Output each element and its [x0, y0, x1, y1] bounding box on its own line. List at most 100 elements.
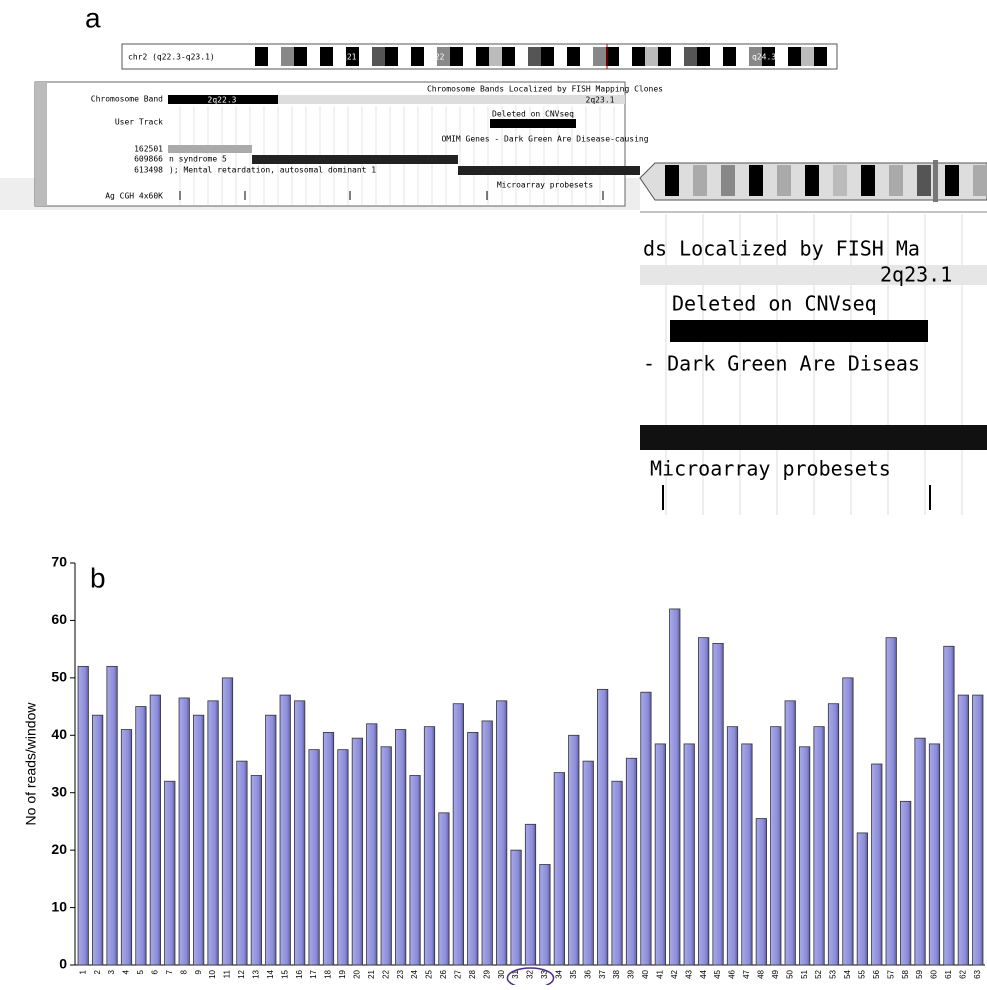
- x-tick-label: 18: [324, 969, 333, 978]
- track-title: Microarray probesets: [497, 181, 594, 190]
- x-tick-label: 37: [598, 969, 607, 978]
- bar: [886, 638, 896, 965]
- bar: [641, 692, 651, 965]
- band-bar: [278, 95, 625, 104]
- ideogram-band: [489, 47, 502, 66]
- band-label: q22: [430, 53, 445, 62]
- y-tick-label: 60: [51, 611, 67, 627]
- ideogram-band: [788, 47, 801, 66]
- x-tick-label: 35: [569, 969, 578, 978]
- zoom-band-block: [777, 165, 791, 196]
- x-tick-label: 16: [295, 969, 304, 978]
- x-tick-label: 7: [165, 969, 174, 974]
- ideogram-band: [502, 47, 515, 66]
- x-tick-label: 46: [728, 969, 737, 978]
- track-label: 162501: [134, 145, 163, 154]
- x-tick-label: 61: [944, 969, 953, 978]
- gene-label: ); Mental retardation, autosomal dominan…: [169, 166, 376, 175]
- bar: [266, 715, 276, 965]
- y-axis-label: No of reads/window: [23, 702, 39, 826]
- bar: [107, 666, 117, 965]
- x-tick-label: 6: [150, 969, 159, 974]
- ideogram-band: [528, 47, 541, 66]
- bar: [208, 701, 218, 965]
- x-tick-label: 59: [915, 969, 924, 978]
- x-tick-label: 56: [872, 969, 881, 978]
- zoom-label: - Dark Green Are Diseas: [643, 352, 920, 376]
- bar: [569, 735, 579, 965]
- bar: [482, 721, 492, 965]
- x-tick-label: 50: [785, 969, 794, 978]
- bar: [165, 781, 175, 965]
- x-tick-label: 8: [179, 969, 188, 974]
- x-tick-label: 26: [439, 969, 448, 978]
- zoom-band-block: [749, 165, 763, 196]
- deletion-bar: [490, 119, 576, 128]
- x-tick-label: 42: [670, 969, 679, 978]
- x-tick-label: 23: [396, 969, 405, 978]
- gene-bar: [252, 155, 458, 164]
- band-name: 2q22.3: [208, 96, 237, 105]
- bar: [799, 747, 809, 965]
- y-tick-label: 50: [51, 669, 67, 685]
- bar: [237, 761, 247, 965]
- zoom-band-block: [693, 165, 707, 196]
- y-tick-label: 10: [51, 898, 67, 914]
- x-tick-label: 13: [251, 969, 260, 978]
- x-tick-label: 39: [627, 969, 636, 978]
- x-tick-label: 60: [930, 969, 939, 978]
- ideogram-band: [268, 47, 281, 66]
- panel-label: b: [90, 562, 106, 593]
- bar: [424, 727, 434, 965]
- panel-b: b No of reads/window 0102030405060701234…: [23, 554, 985, 985]
- bar: [468, 732, 478, 965]
- ideogram-band: [593, 47, 606, 66]
- zoom-band-block: [833, 165, 847, 196]
- ideogram-band: [411, 47, 424, 66]
- x-tick-label: 36: [583, 969, 592, 978]
- ideogram-band: [658, 47, 671, 66]
- zoom-band-block: [973, 165, 987, 196]
- track-label: User Track: [115, 118, 163, 127]
- ideogram-band: [320, 47, 333, 66]
- gene-label: n syndrome 5: [169, 155, 227, 164]
- ideogram-band: [255, 47, 268, 66]
- bar: [785, 701, 795, 965]
- bar: [338, 750, 348, 965]
- bar: [511, 850, 521, 965]
- x-tick-label: 2: [93, 969, 102, 974]
- bar: [222, 678, 232, 965]
- bar: [294, 701, 304, 965]
- ideogram-band: [606, 47, 619, 66]
- ideogram-band: [697, 47, 710, 66]
- x-tick-label: 3: [107, 969, 116, 974]
- gene-bar: [458, 166, 640, 175]
- bar: [179, 698, 189, 965]
- x-tick-label: 48: [756, 969, 765, 978]
- zoom-band-block: [945, 165, 959, 196]
- bar: [352, 738, 362, 965]
- x-tick-label: 54: [843, 969, 852, 978]
- ideogram-band: [710, 47, 723, 66]
- track-label: 613498: [134, 166, 163, 175]
- ideogram-band: [814, 47, 827, 66]
- band-name: 2q23.1: [586, 96, 615, 105]
- x-tick-label: 27: [453, 969, 462, 978]
- zoom-label: ds Localized by FISH Ma: [643, 237, 920, 261]
- panel-label: a: [85, 2, 101, 33]
- x-tick-label: 44: [699, 969, 708, 978]
- ideogram-band: [515, 47, 528, 66]
- bar: [554, 773, 564, 965]
- bar: [929, 744, 939, 965]
- ideogram-band: [476, 47, 489, 66]
- x-tick-label: 10: [208, 969, 217, 978]
- zoom-band-block: [889, 165, 903, 196]
- ideogram-band: [775, 47, 788, 66]
- x-tick-label: 40: [641, 969, 650, 978]
- bar: [655, 744, 665, 965]
- x-tick-label: 29: [482, 969, 491, 978]
- x-tick-label: 19: [338, 969, 347, 978]
- zoom-band-block: [721, 165, 735, 196]
- x-tick-label: 41: [655, 969, 664, 978]
